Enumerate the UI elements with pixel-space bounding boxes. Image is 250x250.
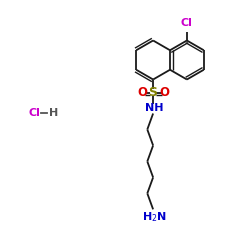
Text: Cl: Cl: [28, 108, 40, 118]
Text: Cl: Cl: [181, 18, 193, 28]
Text: S: S: [148, 86, 158, 99]
Text: H$_2$N: H$_2$N: [142, 210, 167, 224]
Text: O: O: [159, 86, 169, 99]
Text: NH: NH: [145, 103, 164, 113]
Text: O: O: [137, 86, 147, 99]
Text: H: H: [50, 108, 59, 118]
